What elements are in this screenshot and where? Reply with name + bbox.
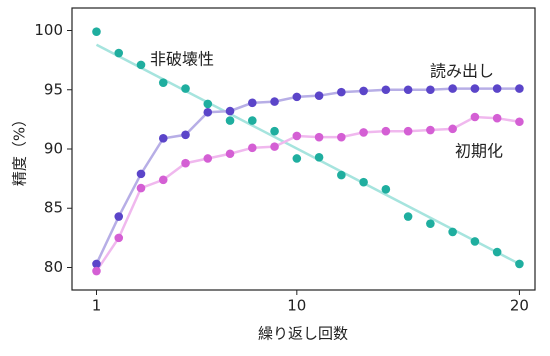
data-point xyxy=(292,92,302,102)
data-point xyxy=(426,85,435,95)
data-point xyxy=(248,98,257,108)
data-point xyxy=(114,48,124,58)
data-point xyxy=(470,84,480,93)
data-point xyxy=(270,142,279,151)
data-point xyxy=(381,85,391,95)
data-point xyxy=(203,99,213,109)
data-point xyxy=(359,177,368,187)
data-point xyxy=(181,130,190,140)
data-point xyxy=(470,112,480,122)
y-tick-label: 90 xyxy=(44,140,63,158)
data-point xyxy=(403,85,413,95)
data-point xyxy=(136,183,146,193)
x-axis-label: 繰り返し回数 xyxy=(258,325,348,343)
data-point xyxy=(225,106,235,116)
x-tick-label: 1 xyxy=(92,297,102,315)
y-tick-label: 100 xyxy=(34,21,63,39)
data-point xyxy=(292,131,302,141)
x-tick-label: 10 xyxy=(287,297,306,315)
data-point xyxy=(292,154,302,163)
data-point xyxy=(448,227,457,237)
data-point xyxy=(470,237,480,246)
data-point xyxy=(359,128,368,137)
data-point xyxy=(136,60,146,70)
data-point xyxy=(158,175,168,185)
y-tick-label: 95 xyxy=(44,80,63,98)
data-point xyxy=(359,86,368,96)
data-point xyxy=(136,169,146,179)
data-point xyxy=(515,84,524,93)
data-point xyxy=(314,91,324,100)
data-point xyxy=(203,107,213,117)
data-point xyxy=(270,126,279,136)
data-point xyxy=(114,233,124,243)
x-tick-label: 20 xyxy=(510,297,529,315)
data-point xyxy=(448,124,457,134)
data-point xyxy=(203,154,213,163)
data-point xyxy=(492,247,502,257)
y-axis-label: 精度（%） xyxy=(11,112,29,186)
data-point xyxy=(381,126,391,136)
data-point xyxy=(381,184,391,194)
series-label: 読み出し xyxy=(430,62,494,81)
y-tick-label: 80 xyxy=(44,258,63,276)
data-point xyxy=(181,84,190,93)
data-point xyxy=(248,116,257,125)
data-point xyxy=(158,134,168,143)
data-point xyxy=(337,87,346,97)
series-label: 非破壊性 xyxy=(150,50,214,69)
data-point xyxy=(314,152,324,162)
data-point xyxy=(225,116,235,125)
data-point xyxy=(492,84,502,93)
data-point xyxy=(92,266,101,276)
data-point xyxy=(314,132,324,142)
data-point xyxy=(337,170,346,180)
data-point xyxy=(492,113,502,123)
y-tick-label: 85 xyxy=(44,199,63,217)
data-point xyxy=(515,259,524,269)
data-point xyxy=(92,259,101,269)
data-point xyxy=(248,143,257,153)
data-point xyxy=(337,132,346,142)
data-point xyxy=(426,219,435,228)
data-point xyxy=(114,212,124,221)
series-line xyxy=(95,87,520,265)
data-point xyxy=(270,97,279,106)
data-point xyxy=(92,27,101,36)
series-label: 初期化 xyxy=(455,142,503,161)
data-point xyxy=(403,126,413,136)
data-point xyxy=(158,78,168,87)
data-point xyxy=(181,158,190,168)
data-point xyxy=(515,117,524,127)
data-point xyxy=(225,149,235,159)
data-point xyxy=(448,84,457,93)
data-point xyxy=(426,125,435,135)
data-point xyxy=(403,212,413,221)
